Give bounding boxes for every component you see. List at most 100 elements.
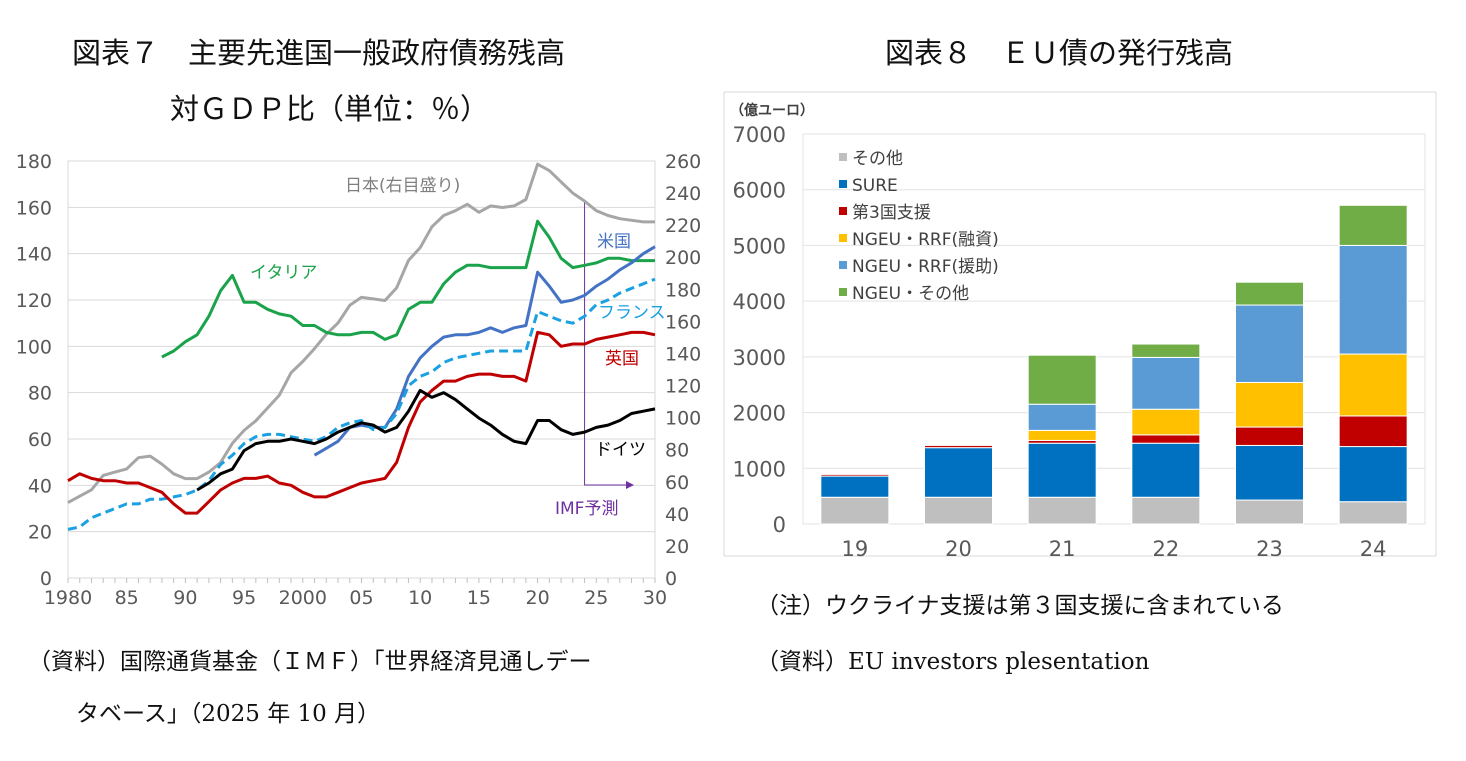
series-line: [196, 388, 656, 492]
y-tick-label: 0: [773, 513, 786, 537]
series-line: [67, 162, 655, 504]
x-tick-label: 1980: [44, 587, 92, 609]
x-tick-label: 24: [1360, 537, 1387, 561]
fig7-source-1: （資料）国際通貨基金（ＩＭＦ）「世界経済見通しデー: [28, 649, 592, 675]
series-label: 英国: [605, 349, 639, 369]
bar-segment: [820, 475, 890, 498]
bar-segment: [1338, 244, 1408, 355]
bar-segment: [1338, 204, 1408, 246]
bar-segment: [1235, 444, 1304, 501]
legend-swatch: [839, 261, 847, 269]
fig8-source: （資料）EU investors plesentation: [756, 649, 1150, 675]
bar-segment: [1131, 356, 1201, 410]
x-tick-label: 30: [643, 587, 667, 609]
bar-segment: [1131, 442, 1201, 498]
y-tick-label: 1000: [733, 457, 786, 481]
x-tick-label: 15: [467, 587, 491, 609]
bar-segment: [1235, 499, 1304, 525]
y-tick-label: 6000: [733, 179, 786, 203]
series-line: [161, 219, 655, 359]
bar-segment: [924, 496, 993, 525]
y-right-tick-label: 140: [665, 343, 701, 365]
x-tick-label: 25: [584, 587, 608, 609]
forecast-arrow-icon: [626, 481, 634, 489]
bar-segment: [1027, 496, 1097, 525]
y-left-tick-label: 40: [28, 475, 52, 497]
series-label: 日本(右目盛り): [345, 176, 460, 196]
x-tick-label: 22: [1152, 537, 1179, 561]
y-tick-label: 3000: [733, 346, 786, 370]
legend-swatch: [839, 207, 847, 215]
bar-segment: [1235, 304, 1304, 383]
bar-segment: [924, 444, 993, 449]
series-label: フランス: [598, 303, 666, 323]
y-right-tick-label: 20: [665, 536, 689, 558]
legend-label: SURE: [852, 176, 898, 196]
y-tick-label: 7000: [733, 123, 786, 147]
legend-label: その他: [852, 149, 903, 169]
plot-border: [802, 133, 1426, 525]
y-right-tick-label: 40: [665, 504, 689, 526]
bar-segment: [1027, 442, 1097, 498]
legend-label: NGEU・その他: [852, 284, 969, 304]
y-right-tick-label: 80: [665, 440, 689, 462]
bar-segment: [1027, 354, 1097, 405]
bar-segment: [1235, 381, 1304, 428]
legend-swatch: [839, 180, 847, 188]
bar-segment: [1338, 415, 1408, 448]
x-tick-label: 21: [1049, 537, 1076, 561]
y-tick-label: 2000: [733, 402, 786, 426]
bar-segment: [1131, 496, 1201, 525]
x-tick-label: 20: [945, 537, 972, 561]
x-tick-label: 23: [1256, 537, 1283, 561]
bar-segment: [924, 447, 993, 498]
y-right-tick-label: 120: [665, 376, 701, 398]
series-label: 米国: [597, 232, 631, 252]
y-left-tick-label: 100: [16, 336, 52, 358]
y-unit-label: （億ユーロ）: [730, 102, 814, 119]
fig8-note: （注）ウクライナ支援は第３国支援に含まれている: [756, 593, 1284, 619]
series-label: イタリア: [250, 263, 317, 283]
bar-segment: [820, 473, 890, 477]
x-tick-label: 20: [526, 587, 550, 609]
fig8-title: 図表８ ＥＵ債の発行残高: [885, 36, 1234, 70]
fig7-subtitle: 対ＧＤＰ比（単位：％）: [170, 92, 490, 126]
y-right-tick-label: 60: [665, 472, 689, 494]
x-tick-label: 95: [232, 587, 256, 609]
series-line: [67, 330, 656, 515]
y-left-tick-label: 60: [28, 429, 52, 451]
bar-segment: [1131, 343, 1201, 358]
y-left-tick-label: 140: [16, 244, 52, 266]
y-right-tick-label: 160: [665, 311, 701, 333]
y-right-tick-label: 200: [665, 247, 701, 269]
x-tick-label: 10: [408, 587, 432, 609]
bar-segment: [1131, 408, 1201, 436]
x-tick-label: 19: [841, 537, 868, 561]
y-right-tick-label: 0: [665, 568, 677, 590]
legend-swatch: [839, 234, 847, 242]
y-left-tick-label: 180: [16, 151, 52, 173]
chart-frame: [723, 91, 1437, 557]
series-line: [67, 277, 656, 531]
x-tick-label: 05: [349, 587, 373, 609]
fig7-source-2: タベース」（2025 年 10 月）: [76, 701, 381, 727]
series-label: ドイツ: [595, 440, 646, 460]
bar-segment: [1235, 426, 1304, 446]
bar-segment: [1131, 434, 1201, 444]
y-right-tick-label: 180: [665, 279, 701, 301]
legend-label: 第3国支援: [852, 203, 931, 223]
y-right-tick-label: 240: [665, 183, 701, 205]
y-tick-label: 5000: [733, 234, 786, 258]
y-left-tick-label: 0: [40, 568, 52, 590]
forecast-label: IMF予測: [555, 499, 618, 519]
bar-segment: [1235, 281, 1304, 306]
x-tick-label: 2000: [279, 587, 327, 609]
bar-segment: [820, 496, 890, 525]
bar-segment: [1027, 403, 1097, 431]
y-right-tick-label: 220: [665, 215, 701, 237]
y-right-tick-label: 100: [665, 408, 701, 430]
legend-swatch: [839, 288, 847, 296]
y-left-tick-label: 20: [28, 522, 52, 544]
bar-segment: [1338, 353, 1408, 417]
